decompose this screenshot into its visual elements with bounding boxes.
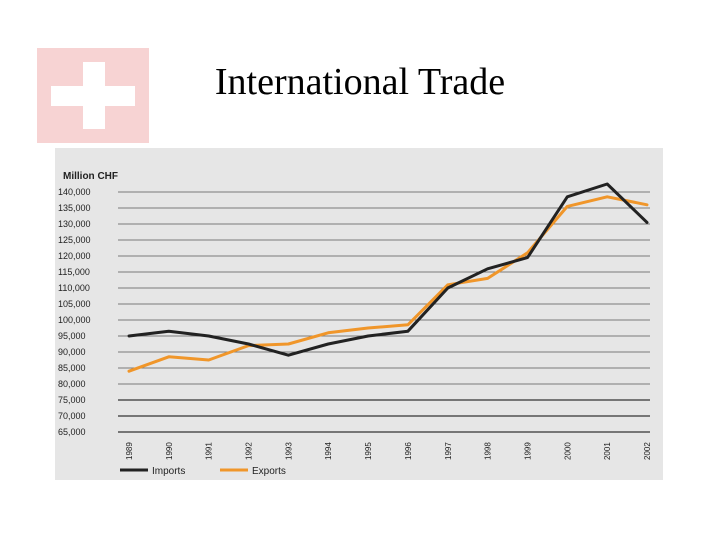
y-tick-label: 70,000 [58,411,86,421]
y-tick-label: 135,000 [58,203,91,213]
gridlines [118,191,650,433]
y-tick-label: 85,000 [58,363,86,373]
x-tick-label: 1991 [205,442,214,460]
x-tick-label: 1995 [364,442,373,460]
y-tick-label: 105,000 [58,299,91,309]
y-axis-unit-label: Million CHF [63,171,118,182]
y-tick-label: 75,000 [58,395,86,405]
y-tick-label: 90,000 [58,347,86,357]
x-tick-label: 1997 [444,442,453,460]
x-tick-label: 1994 [324,442,333,460]
y-tick-label: 80,000 [58,379,86,389]
x-tick-label: 2002 [643,442,652,460]
series-lines [127,182,649,373]
y-tick-label: 140,000 [58,187,91,197]
x-tick-label: 1989 [125,442,134,460]
x-tick-label: 1996 [404,442,413,460]
y-tick-labels: 140,000 135,000 130,000 125,000 120,000 115,0… [58,187,91,437]
slide-title: International Trade [0,60,720,104]
y-tick-label: 125,000 [58,235,91,245]
swiss-cross-icon-bar [51,86,135,106]
y-tick-label: 110,000 [58,283,90,293]
y-tick-label: 130,000 [58,219,91,229]
series-line-imports [127,182,649,357]
y-tick-label: 100,000 [58,315,91,325]
series-line-exports [127,195,649,373]
x-tick-label: 1992 [245,442,254,460]
y-tick-label: 120,000 [58,251,91,261]
swiss-flag-logo [37,48,149,143]
slide-title-text: International Trade [214,61,506,103]
x-tick-label: 1998 [484,442,493,460]
x-tick-label: 1999 [523,442,532,460]
x-tick-label: 2000 [563,442,572,460]
x-tick-label: 1990 [165,442,174,460]
trade-line-chart: Million CHF 140,000 135,000 130,000 125,000… [58,171,652,477]
y-tick-label: 95,000 [58,331,86,341]
legend: Imports Exports [120,466,286,477]
chart-panel: Million CHF 140,000 135,000 130,000 125,000… [55,148,663,480]
x-tick-label: 2001 [603,442,612,460]
y-tick-label: 65,000 [58,427,86,437]
y-tick-label: 115,000 [58,267,90,277]
legend-label-exports: Exports [252,466,286,477]
x-tick-labels: 1989 1990 1991 1992 1993 1994 1995 1996 1997 1998… [125,442,652,460]
legend-label-imports: Imports [152,466,185,477]
x-tick-label: 1993 [284,442,293,460]
